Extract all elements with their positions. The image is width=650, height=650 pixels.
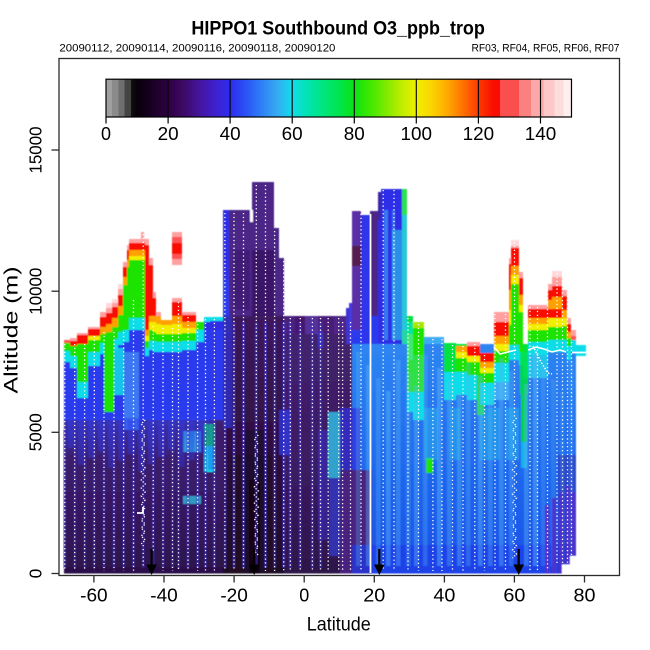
- svg-text:100: 100: [401, 124, 433, 144]
- svg-text:-60: -60: [80, 586, 108, 606]
- svg-text:RF03, RF04, RF05, RF06, RF07: RF03, RF04, RF05, RF06, RF07: [472, 42, 620, 54]
- svg-text:15000: 15000: [26, 126, 46, 173]
- svg-text:60: 60: [282, 124, 303, 144]
- svg-text:5000: 5000: [26, 413, 46, 451]
- svg-text:Latitude: Latitude: [307, 615, 371, 636]
- svg-text:-40: -40: [150, 586, 178, 606]
- svg-text:20090112, 20090114, 20090116,: 20090112, 20090114, 20090116, 20090118, …: [59, 42, 335, 54]
- svg-text:HIPPO1 Southbound O3_ppb_trop: HIPPO1 Southbound O3_ppb_trop: [191, 19, 485, 40]
- svg-text:80: 80: [344, 124, 365, 144]
- svg-text:20: 20: [158, 124, 179, 144]
- svg-text:20: 20: [363, 586, 385, 606]
- svg-text:40: 40: [433, 586, 455, 606]
- svg-text:80: 80: [574, 586, 596, 606]
- svg-text:0: 0: [299, 586, 309, 606]
- svg-text:0: 0: [26, 568, 46, 578]
- svg-text:60: 60: [503, 586, 525, 606]
- svg-text:140: 140: [525, 124, 557, 144]
- svg-text:0: 0: [101, 124, 111, 144]
- svg-text:120: 120: [463, 124, 495, 144]
- svg-text:-20: -20: [220, 586, 248, 606]
- svg-text:40: 40: [220, 124, 241, 144]
- svg-text:10000: 10000: [26, 267, 46, 314]
- svg-text:Altitude (m): Altitude (m): [2, 267, 23, 394]
